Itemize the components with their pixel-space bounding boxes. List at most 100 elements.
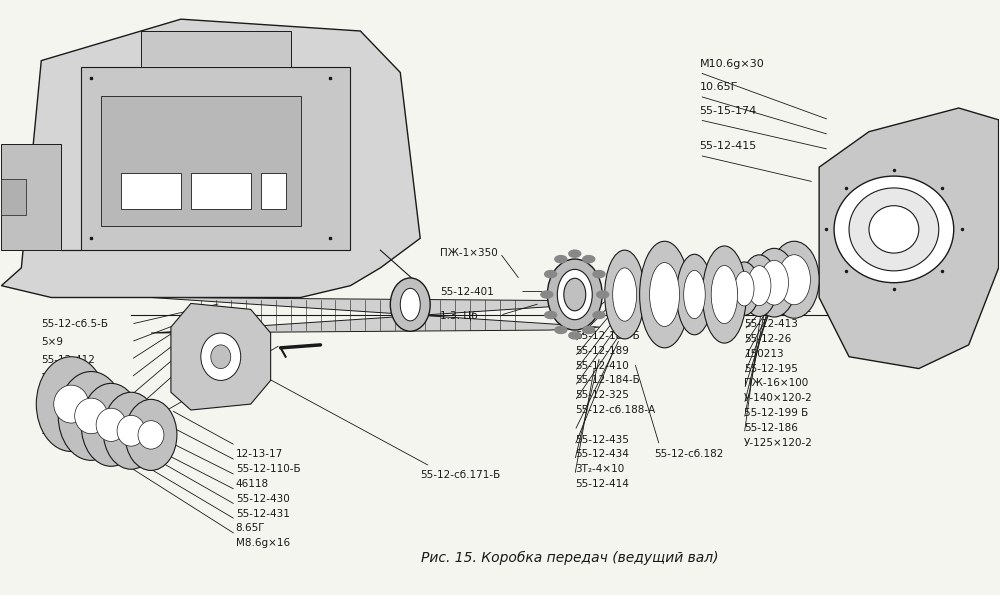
Text: 55-12-26: 55-12-26: [744, 334, 792, 344]
Text: 10.65Г: 10.65Г: [699, 82, 738, 92]
Text: 55-12-189: 55-12-189: [575, 346, 629, 356]
Ellipse shape: [748, 265, 771, 306]
Text: 46118: 46118: [236, 479, 269, 489]
Ellipse shape: [760, 261, 788, 305]
Ellipse shape: [735, 271, 754, 306]
Text: 55-12-430: 55-12-430: [236, 494, 289, 504]
Text: 55-12-431: 55-12-431: [236, 509, 290, 519]
Ellipse shape: [684, 270, 705, 319]
Ellipse shape: [96, 408, 126, 441]
Polygon shape: [61, 67, 350, 250]
Text: 55-12-199 Б: 55-12-199 Б: [744, 408, 809, 418]
Text: 55-12-184-Б: 55-12-184-Б: [575, 375, 640, 386]
Text: 55-12-325: 55-12-325: [575, 390, 629, 400]
Polygon shape: [171, 303, 271, 410]
Text: М10.6g×30: М10.6g×30: [699, 58, 764, 68]
Text: 1.3. Цб: 1.3. Цб: [41, 372, 79, 383]
Ellipse shape: [605, 250, 645, 339]
Ellipse shape: [211, 345, 231, 368]
Text: 55-12-408-В: 55-12-408-В: [41, 390, 106, 400]
Bar: [101, 96, 301, 227]
Text: 55-12-сб.5-Б: 55-12-сб.5-Б: [41, 319, 108, 329]
Text: 55-12-412: 55-12-412: [41, 355, 95, 365]
Text: 55-12-413: 55-12-413: [744, 319, 798, 329]
Circle shape: [597, 291, 609, 298]
Ellipse shape: [869, 206, 919, 253]
Ellipse shape: [849, 188, 939, 271]
Bar: [1, 143, 61, 250]
Text: 55-15-174: 55-15-174: [699, 106, 757, 116]
Circle shape: [541, 291, 553, 298]
Text: 12-12-70-А1: 12-12-70-А1: [41, 426, 106, 436]
Text: 5×9: 5×9: [41, 337, 63, 347]
Ellipse shape: [103, 392, 159, 469]
Bar: [261, 173, 286, 209]
Ellipse shape: [752, 248, 796, 317]
Bar: [191, 173, 251, 209]
Ellipse shape: [557, 270, 592, 320]
Text: 55-12-401: 55-12-401: [440, 287, 494, 296]
Text: 55-12-410: 55-12-410: [575, 361, 629, 371]
Circle shape: [569, 250, 581, 257]
Text: ПЖ-1×350: ПЖ-1×350: [440, 248, 498, 258]
Bar: [1, 179, 26, 215]
Circle shape: [555, 327, 567, 333]
Ellipse shape: [54, 385, 89, 423]
Ellipse shape: [81, 383, 141, 466]
Text: У-125×120-2: У-125×120-2: [744, 437, 813, 447]
Ellipse shape: [717, 269, 741, 314]
Ellipse shape: [36, 357, 106, 452]
Ellipse shape: [702, 246, 746, 343]
Text: 3Т₂-4×10: 3Т₂-4×10: [575, 464, 624, 474]
Text: ПЖ-16×100: ПЖ-16×100: [744, 378, 809, 389]
Ellipse shape: [722, 277, 737, 306]
Text: 55-12-434: 55-12-434: [575, 449, 629, 459]
Ellipse shape: [138, 421, 164, 449]
Circle shape: [593, 311, 605, 318]
Text: 55-12-сб.182: 55-12-сб.182: [655, 449, 724, 459]
Ellipse shape: [75, 398, 108, 434]
Polygon shape: [1, 19, 420, 298]
Text: 1.3. Цб: 1.3. Цб: [440, 310, 478, 320]
Text: 55-12-415: 55-12-415: [699, 142, 757, 152]
Ellipse shape: [741, 255, 777, 317]
Ellipse shape: [58, 371, 124, 461]
Text: У-140×120-2: У-140×120-2: [744, 305, 813, 314]
Text: 12-13-17: 12-13-17: [236, 449, 283, 459]
Ellipse shape: [769, 241, 819, 318]
Text: 55-12-476: 55-12-476: [41, 408, 95, 418]
Polygon shape: [819, 108, 999, 368]
Ellipse shape: [201, 333, 241, 380]
Ellipse shape: [778, 255, 810, 305]
Ellipse shape: [834, 176, 954, 283]
Ellipse shape: [390, 278, 430, 331]
Ellipse shape: [640, 241, 689, 348]
Circle shape: [583, 256, 595, 263]
Ellipse shape: [125, 399, 177, 471]
Text: 55-12-186: 55-12-186: [744, 423, 798, 433]
Circle shape: [545, 311, 557, 318]
Circle shape: [569, 332, 581, 339]
Text: 8.65Г: 8.65Г: [236, 524, 265, 534]
Ellipse shape: [564, 278, 586, 311]
Ellipse shape: [711, 265, 738, 324]
Text: 55-12-182-Б: 55-12-182-Б: [575, 331, 640, 341]
Text: 55-12-сб.188-А: 55-12-сб.188-А: [575, 405, 655, 415]
Ellipse shape: [117, 415, 145, 446]
Text: 55-12-435: 55-12-435: [575, 434, 629, 444]
Text: 55-12-414: 55-12-414: [575, 479, 629, 489]
Ellipse shape: [547, 259, 602, 330]
Text: 55-12-195: 55-12-195: [744, 364, 798, 374]
Text: 150213: 150213: [744, 349, 784, 359]
Ellipse shape: [729, 262, 759, 315]
Circle shape: [555, 256, 567, 263]
Ellipse shape: [613, 268, 637, 321]
Text: М8.6g×16: М8.6g×16: [236, 538, 290, 548]
Text: 55-12-110-Б: 55-12-110-Б: [236, 464, 300, 474]
Circle shape: [583, 327, 595, 333]
Bar: [121, 173, 181, 209]
Text: Рис. 15. Коробка передач (ведущий вал): Рис. 15. Коробка передач (ведущий вал): [421, 551, 719, 565]
Polygon shape: [151, 298, 600, 333]
Ellipse shape: [677, 254, 712, 335]
Text: 55-12-сб.171-Б: 55-12-сб.171-Б: [420, 470, 500, 480]
